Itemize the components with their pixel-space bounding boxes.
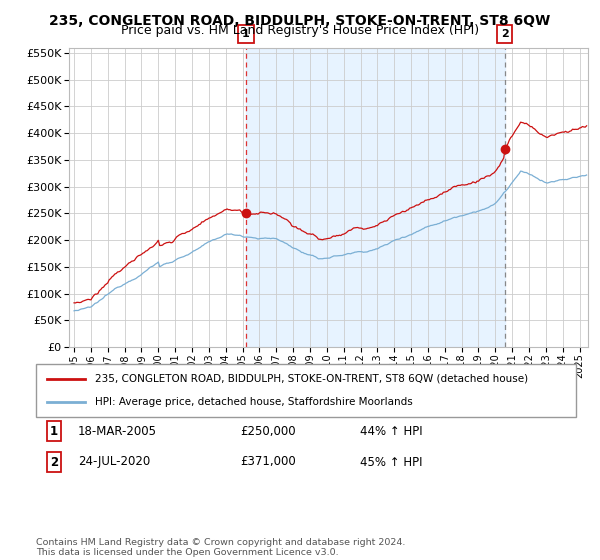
Text: 24-JUL-2020: 24-JUL-2020 xyxy=(78,455,150,469)
Text: 235, CONGLETON ROAD, BIDDULPH, STOKE-ON-TRENT, ST8 6QW: 235, CONGLETON ROAD, BIDDULPH, STOKE-ON-… xyxy=(49,14,551,28)
Text: 44% ↑ HPI: 44% ↑ HPI xyxy=(360,424,422,438)
Text: 2: 2 xyxy=(501,29,508,39)
Text: 45% ↑ HPI: 45% ↑ HPI xyxy=(360,455,422,469)
FancyBboxPatch shape xyxy=(36,364,576,417)
Text: Price paid vs. HM Land Registry's House Price Index (HPI): Price paid vs. HM Land Registry's House … xyxy=(121,24,479,36)
Text: HPI: Average price, detached house, Staffordshire Moorlands: HPI: Average price, detached house, Staf… xyxy=(95,397,413,407)
Text: 2: 2 xyxy=(50,455,58,469)
Text: £371,000: £371,000 xyxy=(240,455,296,469)
Text: 1: 1 xyxy=(50,424,58,438)
Text: 18-MAR-2005: 18-MAR-2005 xyxy=(78,424,157,438)
Bar xyxy=(246,48,505,347)
Text: 235, CONGLETON ROAD, BIDDULPH, STOKE-ON-TRENT, ST8 6QW (detached house): 235, CONGLETON ROAD, BIDDULPH, STOKE-ON-… xyxy=(95,374,529,384)
Text: 1: 1 xyxy=(242,29,250,39)
Text: Contains HM Land Registry data © Crown copyright and database right 2024.
This d: Contains HM Land Registry data © Crown c… xyxy=(36,538,406,557)
Text: £250,000: £250,000 xyxy=(240,424,296,438)
